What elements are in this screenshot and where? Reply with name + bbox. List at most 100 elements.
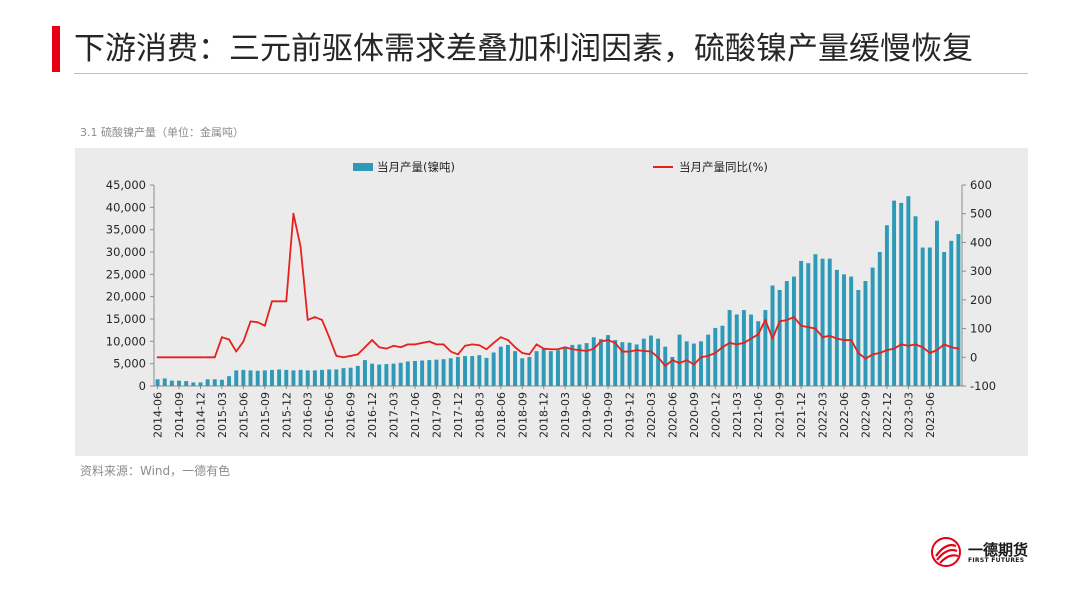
line-point [857, 352, 860, 354]
bar [513, 351, 518, 386]
line-point [521, 352, 524, 354]
line-point [256, 321, 259, 324]
line-point [170, 356, 173, 359]
line-point [342, 356, 345, 359]
line-point [571, 348, 574, 351]
line-point [707, 354, 710, 357]
line-point [850, 339, 853, 341]
y-left-tick-label: 30,000 [106, 245, 146, 259]
bar [591, 337, 596, 386]
bar [377, 364, 382, 386]
bar [598, 339, 603, 386]
bar [370, 363, 375, 386]
bar [362, 360, 367, 386]
line-point [199, 356, 202, 359]
line-point [657, 356, 660, 359]
y-right-tick-label: 400 [970, 235, 992, 249]
bar [527, 356, 532, 386]
y-left-tick-label: 45,000 [106, 178, 146, 192]
line-point [278, 300, 281, 303]
bar [520, 358, 525, 386]
bar [770, 285, 775, 386]
line-point [299, 245, 302, 248]
line-point [814, 327, 817, 330]
bar [198, 382, 203, 386]
x-tick-label: 2023-03 [902, 392, 915, 438]
line-point [371, 339, 373, 341]
bar [834, 269, 839, 386]
bar [806, 263, 811, 386]
line-point [428, 340, 431, 343]
bar [155, 379, 160, 386]
x-tick-label: 2018-09 [516, 392, 529, 438]
x-tick-label: 2014-09 [173, 392, 186, 438]
title-divider [74, 73, 1028, 74]
bar [877, 252, 882, 386]
bar [398, 362, 403, 386]
x-tick-label: 2014-12 [194, 392, 207, 438]
tick-labels: 0 5,000 10,000 15,000 20,000 25,000 30,000 35,0… [106, 178, 996, 438]
x-tick-label: 2020-09 [688, 392, 701, 438]
line-point [800, 324, 803, 327]
bar [548, 351, 553, 386]
line-point [807, 326, 810, 329]
bar [448, 358, 453, 386]
y-right-tick-label: 200 [970, 293, 992, 307]
bar [813, 254, 818, 386]
bar [949, 240, 954, 386]
line-point [914, 343, 917, 346]
bar [899, 202, 904, 386]
line-point [564, 346, 567, 349]
y-left-tick-label: 5,000 [113, 357, 146, 371]
legend-line-label: 当月产量同比(%) [679, 160, 768, 174]
bar [777, 289, 782, 386]
bar [205, 379, 210, 386]
bar [184, 381, 189, 386]
line-point [821, 336, 824, 339]
bar [384, 364, 389, 386]
line-point [349, 354, 352, 357]
line-point [206, 356, 209, 359]
bar [870, 267, 875, 386]
legend-bar-swatch [353, 163, 373, 171]
x-tick-label: 2021-06 [752, 392, 765, 438]
line-point [406, 343, 409, 346]
x-tick-label: 2022-09 [859, 392, 872, 438]
bar [234, 370, 239, 386]
line-series [156, 212, 960, 367]
x-tick-label: 2019-03 [559, 392, 572, 438]
line-point [156, 356, 159, 359]
bar [305, 370, 310, 386]
bar-series [155, 196, 961, 386]
line-point [743, 342, 745, 344]
line-point [764, 319, 767, 321]
bar [241, 369, 246, 386]
line-point [507, 339, 509, 341]
bar [341, 368, 346, 386]
bar [741, 310, 746, 386]
x-tick-label: 2017-03 [388, 392, 401, 438]
line-point [692, 363, 695, 366]
legend-bar-label: 当月产量(镍吨) [377, 160, 455, 174]
line-point [392, 344, 395, 347]
source-note: 资料来源：Wind，一德有色 [80, 464, 231, 478]
line-point [928, 352, 931, 354]
line-point [271, 300, 273, 303]
line-point [335, 354, 338, 357]
bar [849, 276, 854, 386]
line-point [721, 346, 724, 349]
line-point [578, 349, 581, 352]
y-right-tick-label: 100 [970, 322, 992, 336]
y-right-tick-label: 300 [970, 264, 992, 278]
line-point [449, 350, 452, 353]
line-point [714, 352, 717, 354]
x-tick-label: 2014-06 [152, 392, 165, 438]
bar [699, 341, 703, 386]
y-right-tick-label: -100 [970, 379, 996, 393]
line-point [900, 343, 903, 346]
bar [856, 289, 861, 386]
line-point [235, 350, 238, 353]
x-tick-label: 2020-03 [645, 392, 658, 438]
bar [713, 327, 718, 386]
